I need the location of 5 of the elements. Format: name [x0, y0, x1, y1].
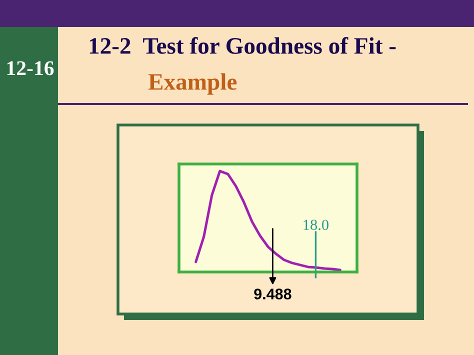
annotation: 18.0 — [304, 220, 328, 230]
chart-title: 12-2 Test for Goodness of Fit - — [90, 37, 396, 54]
chart-subtitle: Example — [148, 73, 237, 95]
text: 12-16 — [7, 61, 54, 76]
text: 9.488 — [254, 288, 292, 300]
